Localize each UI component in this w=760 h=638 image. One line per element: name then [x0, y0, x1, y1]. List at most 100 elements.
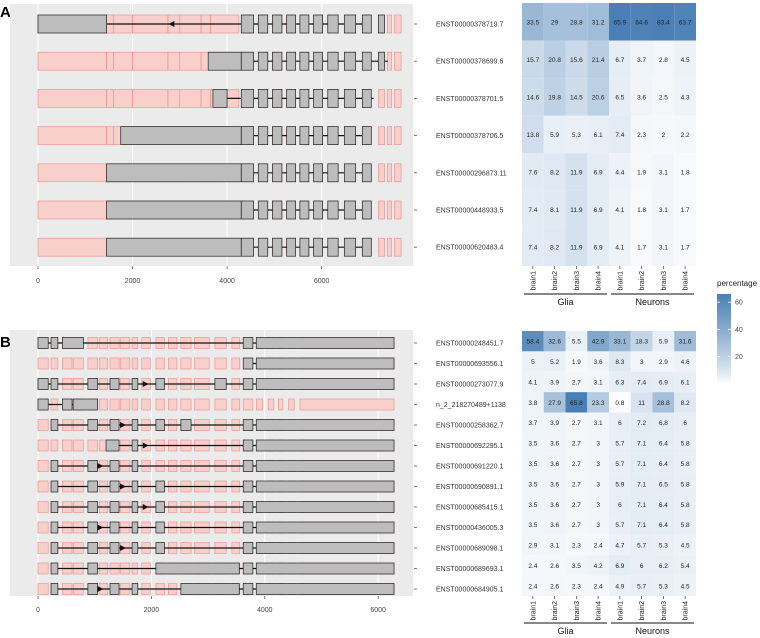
exon	[106, 163, 242, 183]
heatmap-cell	[630, 473, 653, 495]
exon	[361, 89, 372, 108]
transcript-track: ENST00000436005.3	[37, 521, 503, 534]
exon	[361, 126, 372, 145]
heatmap-value: 4.2	[594, 563, 603, 570]
heatmap-value: 1.8	[637, 207, 646, 214]
heatmap-value: 2	[662, 132, 666, 139]
exon	[50, 337, 59, 349]
heatmap-value: 8.2	[550, 170, 559, 177]
exon-background	[394, 14, 402, 34]
exon	[50, 542, 59, 554]
heatmap-cell	[674, 351, 696, 372]
transcript-track: ENST00000296873.11	[37, 163, 507, 183]
heatmap-cell	[652, 115, 675, 154]
heatmap-cell	[609, 494, 631, 515]
heatmap-value: 33.5	[527, 19, 540, 26]
exon	[343, 237, 357, 257]
heatmap-value: 18.3	[635, 339, 648, 346]
heatmap-cell	[543, 351, 566, 372]
heatmap-value: 4.1	[615, 245, 624, 252]
exon	[50, 521, 59, 534]
heatmap-value: 6.4	[659, 522, 668, 529]
heatmap-value: 3.6	[550, 502, 559, 509]
exon-background	[50, 439, 59, 452]
heatmap-cell	[522, 351, 544, 372]
exon	[257, 163, 269, 183]
heatmap-value: 29	[551, 19, 559, 26]
exon	[242, 501, 254, 513]
column-label: brain4	[683, 601, 690, 621]
column-label: brain4	[596, 601, 603, 621]
exon	[240, 163, 254, 183]
heatmap-cell	[674, 190, 696, 229]
exon	[50, 378, 59, 390]
heatmap-value: 5.3	[659, 543, 668, 550]
heatmap-value: 3.5	[528, 522, 537, 529]
heatmap-cell	[630, 412, 653, 433]
exon	[72, 398, 98, 411]
column-label: brain1	[617, 271, 624, 291]
exon	[299, 126, 310, 145]
transcript-track: ENST00000378699.6	[37, 51, 503, 71]
exon	[105, 439, 120, 452]
heatmap-cell	[609, 153, 631, 191]
heatmap-value: 2.9	[528, 543, 537, 550]
exon	[313, 237, 323, 257]
column-label: brain3	[661, 601, 668, 621]
heatmap-value: 20.6	[592, 94, 605, 101]
exon-background	[37, 200, 107, 220]
heatmap-cell	[587, 371, 609, 393]
heatmap-cell	[652, 371, 675, 393]
heatmap-cell	[609, 575, 631, 596]
exon	[343, 89, 357, 108]
exon	[255, 480, 395, 493]
exon	[272, 14, 283, 34]
heatmap-value: 8.2	[550, 245, 559, 252]
panel-letter: A	[0, 4, 11, 21]
heatmap-cell	[609, 392, 631, 413]
exon	[327, 14, 339, 34]
exon	[214, 378, 227, 390]
heatmap-cell	[565, 514, 588, 535]
heatmap-cell	[630, 228, 653, 266]
heatmap-cell	[630, 115, 653, 154]
heatmap-cell	[543, 78, 566, 116]
heatmap-value: 3.6	[637, 94, 646, 101]
exon	[242, 542, 254, 554]
heatmap-cell	[652, 453, 675, 474]
exon	[207, 51, 242, 71]
exon	[313, 51, 323, 71]
heatmap-value: 3.1	[659, 245, 668, 252]
heatmap-value: 15.6	[570, 57, 583, 64]
exon	[343, 163, 357, 183]
exon-background	[255, 398, 263, 411]
heatmap-value: 0.8	[615, 400, 624, 407]
heatmap-cell	[652, 534, 675, 556]
heatmap-cell	[522, 453, 544, 474]
column-label: brain2	[552, 601, 559, 621]
heatmap-value: 11.9	[570, 245, 583, 252]
heatmap-cell	[565, 190, 588, 229]
heatmap-value: 23.3	[592, 400, 605, 407]
heatmap-cell	[609, 371, 631, 393]
heatmap-value: 4.9	[615, 583, 624, 590]
column-label: brain2	[552, 271, 559, 291]
heatmap-cell	[543, 453, 566, 474]
heatmap-value: 3	[596, 441, 600, 448]
exon	[242, 357, 254, 370]
exon-background	[155, 357, 165, 370]
heatmap-value: 2.4	[528, 583, 537, 590]
heatmap-cell	[609, 555, 631, 576]
exon-background	[242, 398, 254, 411]
exon-background	[394, 163, 402, 183]
heatmap-cell	[630, 555, 653, 576]
direction-arrow	[120, 545, 127, 551]
heatmap-cell	[522, 331, 544, 352]
heatmap-value: 5	[531, 359, 535, 366]
exon	[361, 163, 372, 183]
x-axis-tick-label: 4000	[219, 278, 235, 285]
exon-background	[37, 562, 49, 575]
heatmap-value: 3.1	[659, 170, 668, 177]
heatmap-cell	[543, 190, 566, 229]
heatmap-value: 3.6	[550, 522, 559, 529]
